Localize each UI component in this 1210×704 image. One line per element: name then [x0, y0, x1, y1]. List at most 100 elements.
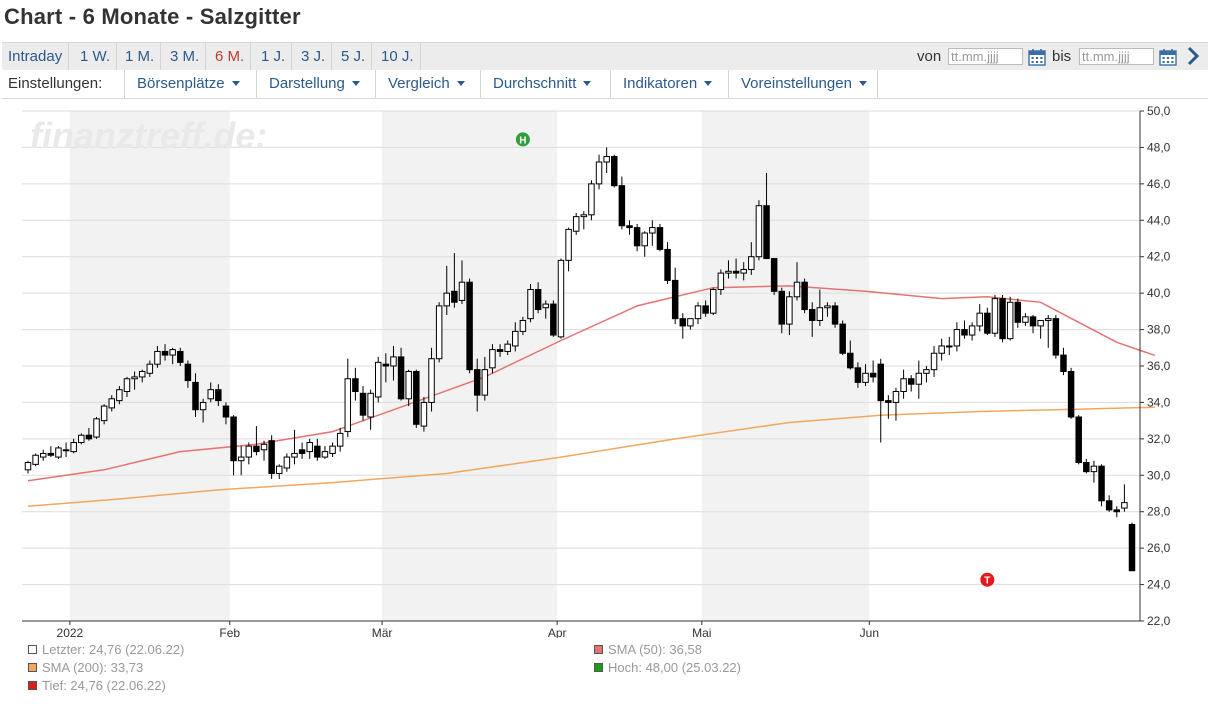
candle-down: [847, 352, 854, 369]
candle-up: [1090, 465, 1098, 473]
tab-intraday[interactable]: Intraday: [2, 43, 70, 71]
x-tick-label: Feb: [219, 626, 240, 638]
menu-darstellung[interactable]: Darstellung: [256, 70, 370, 98]
candle-up: [946, 345, 953, 348]
candle-up: [245, 445, 253, 458]
candle-down: [184, 363, 192, 382]
tab-3-years[interactable]: 3 J.: [295, 43, 333, 71]
menu-durchschnitt[interactable]: Durchschnitt: [480, 70, 601, 98]
candle-down: [268, 440, 275, 474]
candle-down: [298, 449, 306, 454]
y-tick-label: 22,0: [1147, 614, 1171, 628]
candle-up: [595, 161, 603, 185]
candle-up: [458, 281, 466, 301]
candle-up: [824, 305, 831, 309]
candle-down: [808, 309, 816, 321]
candle-up: [1045, 318, 1052, 321]
candle-up: [306, 442, 313, 453]
candle-up: [329, 445, 336, 454]
candle-up: [862, 372, 869, 383]
candle-up: [260, 443, 268, 451]
candle-up: [146, 363, 154, 374]
low-marker-label: T: [984, 576, 990, 587]
candle-down: [85, 434, 93, 440]
menu-label: Voreinstellungen: [741, 75, 852, 92]
menu-boersenplaetze[interactable]: Börsenplätze: [124, 70, 250, 98]
candle-up: [131, 376, 138, 380]
candle-down: [671, 279, 679, 320]
candle-up: [78, 434, 85, 444]
candle-down: [611, 156, 618, 187]
candle-up: [1022, 316, 1029, 323]
candle-down: [633, 227, 641, 247]
high-marker: [515, 132, 530, 147]
candle-up: [443, 292, 450, 307]
tab-3-months[interactable]: 3 M.: [164, 43, 207, 71]
candle-up: [70, 442, 77, 453]
candle-up: [565, 228, 572, 261]
candle-down: [397, 356, 405, 400]
y-tick-label: 24,0: [1147, 578, 1171, 592]
candle-up: [519, 319, 527, 332]
from-label: von: [917, 48, 942, 65]
tab-1-week[interactable]: 1 W.: [74, 43, 118, 71]
candle-down: [1098, 465, 1105, 502]
legend-text: Hoch: 48,00 (25.03.22): [608, 660, 741, 675]
candle-up: [405, 370, 412, 400]
tab-1-year[interactable]: 1 J.: [255, 43, 293, 71]
menu-label: Durchschnitt: [493, 75, 577, 92]
x-tick-label: Apr: [548, 626, 567, 638]
calendar-icon[interactable]: [1028, 48, 1046, 66]
candle-up: [923, 369, 930, 374]
calendar-icon[interactable]: [1159, 48, 1177, 66]
candle-up: [953, 329, 961, 347]
candle-up: [588, 183, 595, 216]
x-tick-label: 2022: [57, 626, 84, 638]
candle-up: [374, 361, 382, 398]
menu-voreinstellungen[interactable]: Voreinstellungen: [728, 70, 878, 98]
menu-label: Indikatoren: [623, 75, 698, 92]
candle-up: [138, 370, 146, 378]
legend-text: SMA (50): 36,58: [608, 642, 702, 657]
candle-up: [1121, 502, 1128, 509]
tab-10-years[interactable]: 10 J.: [375, 43, 421, 71]
chevron-right-icon[interactable]: [1185, 45, 1201, 67]
candle-down: [801, 281, 808, 311]
candle-down: [679, 318, 687, 327]
menu-indikatoren[interactable]: Indikatoren: [610, 70, 722, 98]
from-date-input[interactable]: [948, 48, 1023, 65]
tab-5-years[interactable]: 5 J.: [335, 43, 373, 71]
candle-up: [237, 456, 245, 462]
y-tick-label: 46,0: [1147, 177, 1171, 191]
low-marker: [980, 572, 995, 587]
candle-down: [451, 290, 458, 303]
candle-up: [641, 232, 648, 247]
tab-6-months[interactable]: 6 M.: [209, 43, 252, 71]
y-tick-label: 26,0: [1147, 541, 1171, 555]
candle-down: [177, 350, 184, 363]
high-marker-label: H: [519, 135, 526, 146]
y-tick-label: 38,0: [1147, 323, 1171, 337]
candle-down: [1029, 316, 1037, 327]
candle-up: [207, 389, 214, 400]
candle-up: [717, 272, 725, 291]
y-tick-label: 36,0: [1147, 359, 1171, 373]
candle-up: [367, 392, 374, 418]
candle-up: [755, 205, 763, 258]
legend-swatch: [594, 663, 603, 672]
candle-down: [907, 378, 915, 385]
candle-down: [770, 258, 778, 292]
candle-up: [786, 296, 793, 325]
candle-down: [215, 389, 222, 402]
page-title: Chart - 6 Monate - Salzgitter: [4, 4, 301, 29]
candle-up: [428, 358, 435, 403]
candle-down: [877, 363, 884, 402]
candle-down: [854, 367, 862, 383]
candle-down: [664, 248, 671, 281]
candle-down: [831, 305, 839, 325]
tab-1-month[interactable]: 1 M.: [119, 43, 162, 71]
to-date-input[interactable]: [1079, 48, 1154, 65]
candle-up: [748, 256, 755, 270]
candle-down: [473, 369, 481, 396]
menu-vergleich[interactable]: Vergleich: [375, 70, 475, 98]
